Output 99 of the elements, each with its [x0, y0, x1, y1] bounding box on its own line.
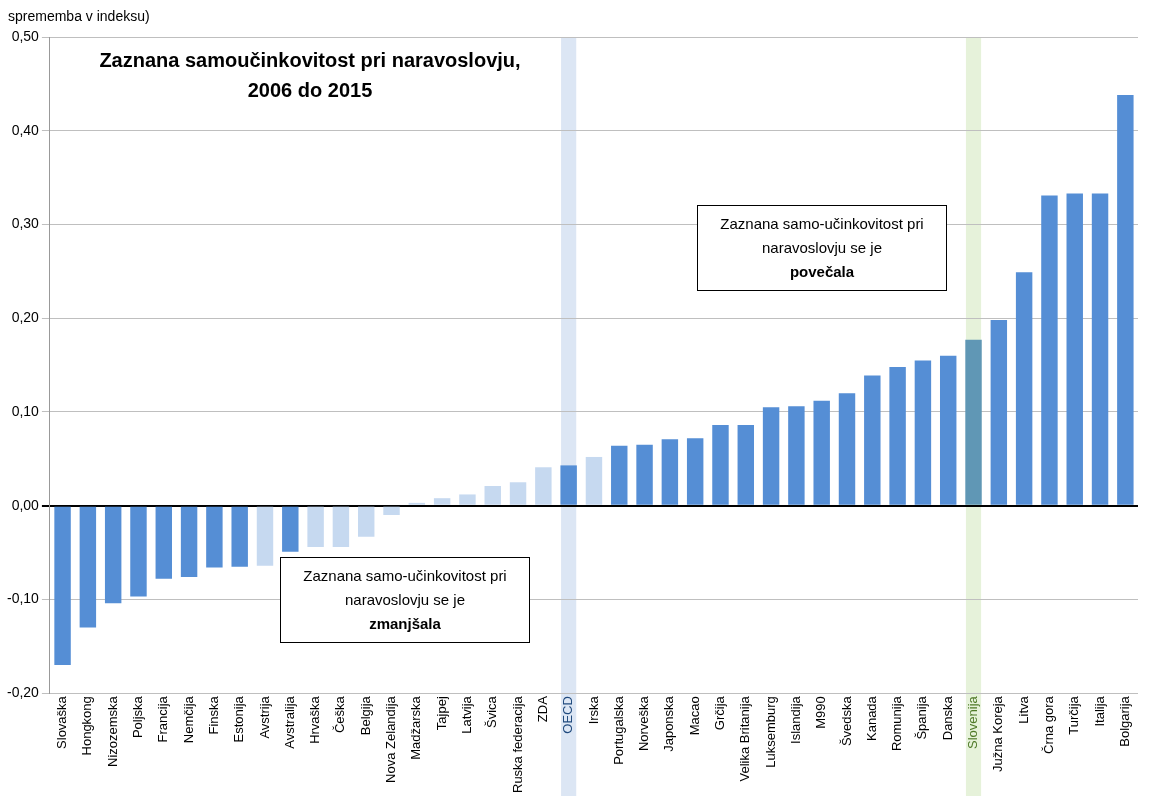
bar	[1091, 193, 1109, 505]
bar	[965, 339, 982, 505]
bar	[1066, 193, 1083, 505]
bar	[357, 506, 375, 537]
x-tick-label: Južna Koreja	[990, 695, 1006, 773]
x-tick-label: Italija	[1091, 695, 1107, 727]
bar	[813, 400, 830, 505]
x-tick-label: Danska	[939, 695, 955, 741]
bar	[864, 375, 881, 505]
bar	[155, 506, 172, 579]
bar	[990, 320, 1008, 505]
x-tick-label: Švica	[484, 695, 500, 728]
x-tick-label: Češka	[332, 695, 348, 734]
bar	[180, 506, 198, 577]
bar	[1015, 272, 1033, 505]
x-tick-label: Bolgarija	[1116, 695, 1132, 747]
bar	[484, 486, 501, 505]
bar	[130, 506, 147, 597]
bar	[332, 506, 350, 547]
bar	[889, 366, 906, 505]
x-tick-label: Finska	[205, 695, 221, 735]
x-tick-label: OECD	[560, 696, 576, 734]
y-tick-label: 0,40	[11, 121, 40, 138]
bar	[282, 506, 299, 552]
x-tick-label: ZDA	[534, 695, 550, 723]
y-tick-label: 0,00	[11, 496, 40, 513]
x-tick-label: Belgija	[357, 695, 373, 736]
bar	[54, 506, 71, 666]
x-tick-label: Slovaška	[54, 695, 70, 749]
y-tick-label: 0,10	[11, 402, 40, 419]
bar	[762, 407, 780, 505]
bar	[788, 406, 805, 505]
x-tick-label: Latvija	[459, 695, 475, 734]
y-tick-label: -0,20	[6, 684, 40, 701]
bar	[509, 482, 527, 505]
annotation: Zaznana samo-učinkovitost pri naravoslovju se je povečala	[720, 215, 924, 280]
x-tick-label: Grčija	[712, 695, 728, 731]
x-tick-label: Hongkong	[79, 696, 95, 756]
x-tick-label: M990	[813, 696, 829, 729]
x-tick-label: Japonska	[661, 695, 677, 752]
bar	[560, 465, 577, 505]
x-tick-label: Avstralija	[281, 695, 297, 749]
bar	[939, 355, 957, 505]
bar	[459, 494, 476, 505]
x-tick-label: Španija	[914, 695, 930, 740]
x-tick-label: Črna gora	[1041, 695, 1057, 754]
y-tick-label: -0,10	[6, 590, 40, 607]
x-tick-label: Avstrija	[256, 695, 272, 739]
note-box: Zaznana samo-učinkovitost pri naravoslovju se je povečala	[697, 205, 947, 291]
bar	[206, 506, 223, 568]
bar	[307, 506, 324, 547]
x-tick-label: Hrvaška	[307, 695, 323, 744]
bar	[1117, 95, 1134, 505]
bar	[104, 506, 122, 604]
x-tick-label: Švedska	[838, 695, 854, 747]
y-axis-title: sprememba v indeksu)	[8, 8, 150, 24]
bar	[712, 425, 729, 505]
x-tick-label: Poljska	[130, 695, 146, 739]
bar	[383, 506, 400, 516]
bar	[737, 425, 755, 505]
x-tick-label: Tajpej	[433, 696, 449, 731]
x-tick-label: Kanada	[863, 695, 879, 741]
x-tick-label: Turčija	[1066, 695, 1082, 735]
y-tick-label: 0,20	[11, 309, 40, 326]
bar	[585, 456, 603, 505]
x-tick-label: Luksemburg	[762, 696, 778, 768]
bar	[686, 438, 704, 505]
bar	[256, 506, 274, 566]
x-tick-label: Romunija	[889, 695, 905, 752]
x-tick-label: Portugalska	[610, 695, 626, 765]
note-box: Zaznana samo-učinkovitost pri naravoslovju se je zmanjšala	[280, 557, 530, 643]
x-tick-label: Ruska federacija	[509, 695, 525, 793]
x-tick-label: Nova Zelandija	[383, 695, 399, 783]
x-tick-label: Norveška	[636, 695, 652, 752]
x-tick-label: Irska	[585, 695, 601, 725]
bar	[611, 445, 628, 505]
x-tick-label: Litva	[1015, 695, 1031, 724]
bar	[914, 360, 932, 505]
x-tick-label: Macao	[686, 696, 702, 736]
x-tick-label: Estonija	[231, 695, 247, 743]
annotation: Zaznana samo-učinkovitost pri naravoslovju se je zmanjšala	[303, 567, 507, 632]
bar	[535, 467, 552, 505]
text: Zaznana samoučinkovitost pri naravoslovju, 2006 do 2015	[98, 48, 522, 103]
x-tick-label: Islandija	[787, 695, 803, 744]
x-tick-label: Velika Britanija	[737, 695, 753, 782]
x-tick-label: Madžarska	[408, 695, 424, 760]
bar	[1041, 195, 1058, 505]
x-tick-label: Francija	[155, 695, 171, 743]
bar	[838, 393, 856, 505]
bar	[79, 506, 97, 628]
y-tick-label: 0,30	[11, 215, 40, 232]
bar	[661, 439, 679, 505]
x-tick-label: Nizozemska	[104, 695, 120, 767]
bar	[231, 506, 248, 567]
bar	[636, 444, 653, 505]
x-tick-label: Nemčija	[180, 695, 196, 744]
y-tick-label: 0,50	[11, 27, 40, 44]
x-tick-label: Slovenija	[965, 695, 981, 749]
bar	[433, 498, 451, 505]
